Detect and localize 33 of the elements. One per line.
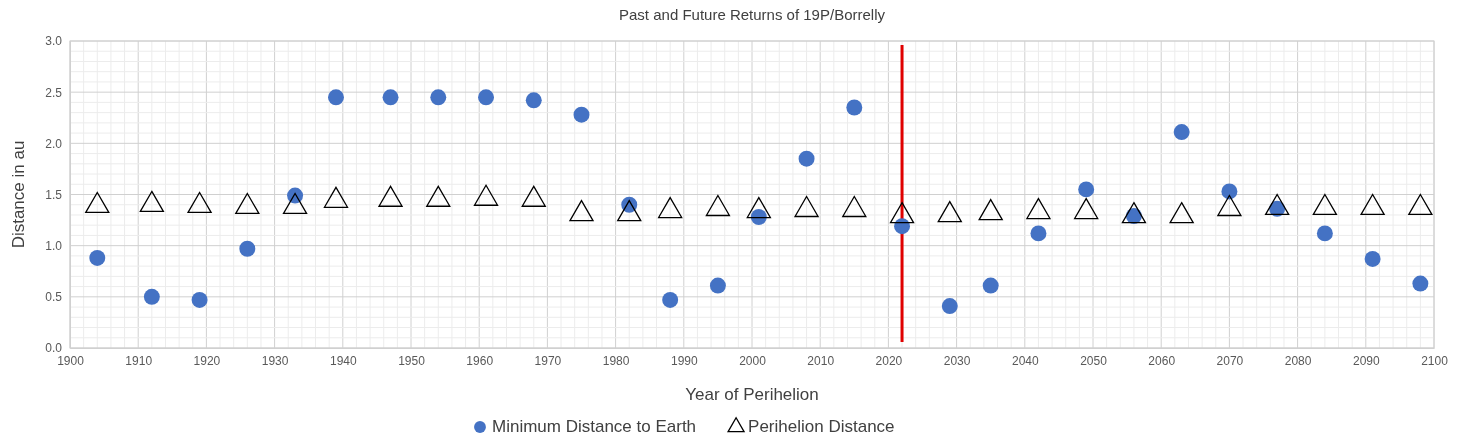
x-tick-label: 2050 (1080, 353, 1108, 368)
x-tick-label: 2070 (1216, 353, 1244, 368)
y-tick-label: 1.0 (45, 239, 63, 254)
x-tick-label: 1900 (57, 353, 85, 368)
x-tick-label: 1990 (670, 353, 698, 368)
chart-title: Past and Future Returns of 19P/Borrelly (619, 6, 886, 23)
x-tick-label: 2040 (1011, 353, 1039, 368)
x-tick-label: 2020 (875, 353, 903, 368)
legend-label: Perihelion Distance (748, 417, 895, 436)
y-tick-label: 2.5 (45, 85, 63, 100)
y-tick-label: 3.0 (45, 34, 63, 49)
y-tick-label: 2.0 (45, 136, 63, 151)
x-tick-label: 1960 (466, 353, 494, 368)
y-tick-label: 1.5 (45, 187, 63, 202)
x-tick-label: 2000 (739, 353, 767, 368)
x-tick-label: 2010 (807, 353, 835, 368)
x-tick-label: 1920 (193, 353, 221, 368)
x-tick-label: 1910 (125, 353, 153, 368)
x-tick-label: 2030 (943, 353, 971, 368)
y-axis-title: Distance in au (9, 140, 28, 249)
y-tick-label: 0.0 (45, 341, 63, 356)
x-axis-title: Year of Perihelion (685, 385, 819, 404)
legend-label: Minimum Distance to Earth (492, 417, 697, 436)
x-tick-label: 1970 (534, 353, 562, 368)
y-tick-label: 0.5 (45, 290, 63, 305)
x-tick-label: 1940 (329, 353, 357, 368)
x-tick-label: 2060 (1148, 353, 1176, 368)
x-tick-label: 1950 (398, 353, 426, 368)
x-tick-label: 2080 (1284, 353, 1312, 368)
x-tick-label: 1930 (261, 353, 289, 368)
x-tick-label: 2100 (1421, 353, 1449, 368)
x-tick-label: 1980 (602, 353, 630, 368)
x-tick-label: 2090 (1352, 353, 1380, 368)
